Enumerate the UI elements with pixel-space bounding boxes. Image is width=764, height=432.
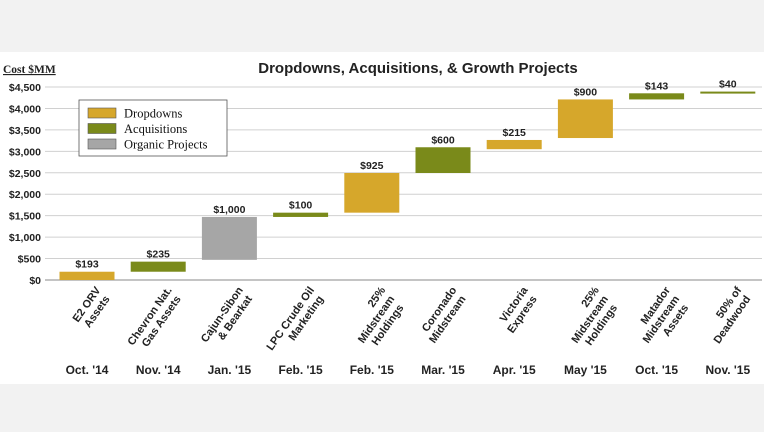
bar: [415, 147, 471, 173]
data-label: $40: [719, 79, 737, 91]
y-tick-labels: $0 $500 $1,000 $1,500 $2,000 $2,500 $3,000 $3,5…: [9, 82, 41, 287]
data-labels: $193 $235 $1,000 $100 $925 $600 $215 $900 $143 $4…: [75, 79, 736, 271]
date-label: May '15: [564, 363, 607, 377]
bar: [59, 271, 115, 280]
bars: [59, 91, 756, 280]
y-tick-label: $4,500: [9, 82, 41, 94]
y-tick-label: $1,500: [9, 211, 41, 223]
x-tick-label: 25%MidstreamHoldings: [559, 285, 622, 353]
data-label: $900: [574, 86, 598, 98]
legend-label: Organic Projects: [124, 138, 208, 152]
data-label: $143: [645, 80, 669, 92]
y-tick-label: $2,000: [9, 189, 41, 201]
chart-title: Dropdowns, Acquisitions, & Growth Projec…: [258, 60, 577, 77]
date-label: Oct. '15: [635, 363, 678, 377]
data-label: $100: [289, 200, 313, 212]
x-tick-label: E2 ORVAssets: [71, 284, 114, 331]
date-label: Feb. '15: [278, 363, 323, 377]
x-tick-labels: E2 ORVAssets Chevron Nat.Gas Assets Cajun-…: [71, 284, 754, 360]
data-label: $215: [503, 127, 527, 139]
date-label: Nov. '14: [136, 363, 181, 377]
date-label: Oct. '14: [66, 363, 109, 377]
bar: [201, 216, 257, 260]
x-tick-label: LPC Crude OilMarketing: [264, 285, 327, 360]
x-tick-label: CoronadoMidstream: [417, 285, 470, 346]
date-label: Mar. '15: [421, 363, 465, 377]
legend-swatch: [87, 107, 117, 119]
date-label: Nov. '15: [705, 363, 750, 377]
legend-swatch: [87, 123, 117, 134]
y-tick-label: $3,000: [9, 146, 41, 158]
x-tick-label: 25%MidstreamHoldings: [346, 285, 409, 353]
date-label: Feb. '15: [350, 363, 395, 377]
bar: [344, 172, 400, 213]
y-tick-label: $500: [18, 254, 42, 266]
bar: [486, 139, 542, 150]
data-label: $1,000: [213, 204, 245, 216]
data-label: $235: [147, 249, 171, 261]
y-axis-label: Cost $MM: [3, 63, 56, 76]
legend-swatch: [87, 138, 117, 150]
legend-label: Dropdowns: [124, 107, 182, 121]
date-label: Jan. '15: [208, 363, 252, 377]
x-tick-label: MatadorMidstreamAssets: [631, 284, 694, 353]
data-label: $600: [431, 134, 455, 146]
data-label: $193: [75, 259, 99, 271]
bar: [629, 93, 685, 100]
top-band: [0, 0, 764, 52]
bar: [273, 212, 329, 217]
bar: [700, 91, 756, 94]
bar: [557, 99, 613, 139]
bottom-band: [0, 384, 764, 432]
date-label: Apr. '15: [493, 363, 536, 377]
y-tick-label: $4,000: [9, 103, 41, 115]
legend-label: Acquisitions: [124, 122, 187, 136]
x-tick-label: 50% ofDeadwood: [701, 285, 754, 347]
y-tick-label: $1,000: [9, 232, 41, 244]
data-label: $925: [360, 160, 384, 172]
y-tick-label: $0: [29, 275, 41, 287]
y-tick-label: $3,500: [9, 125, 41, 137]
date-labels: Oct. '14 Nov. '14 Jan. '15 Feb. '15 Feb. '15…: [66, 363, 751, 377]
x-tick-label: Chevron Nat.Gas Assets: [126, 285, 185, 355]
x-tick-label: VictoriaExpress: [495, 284, 541, 335]
bar: [130, 261, 186, 272]
x-tick-label: Cajun-Sibon& Bearkat: [199, 285, 256, 352]
y-tick-label: $2,500: [9, 168, 41, 180]
